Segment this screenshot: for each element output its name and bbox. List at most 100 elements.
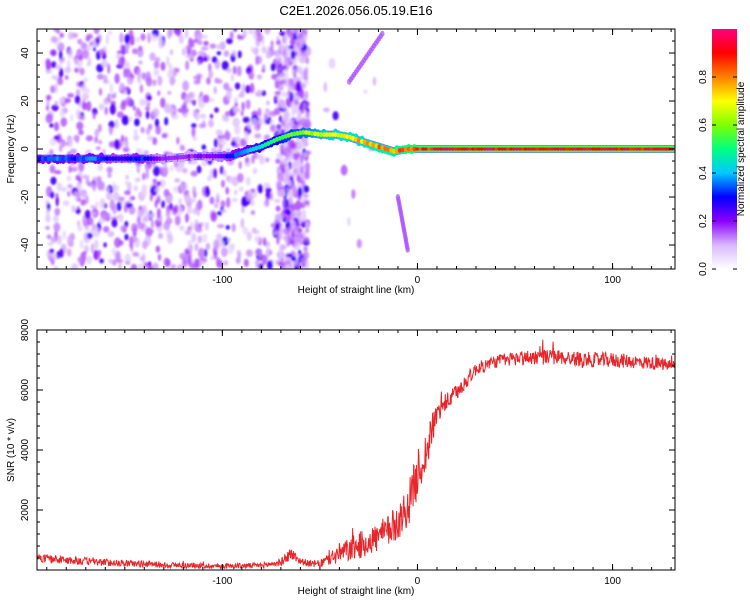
noise-blob [298, 70, 303, 75]
noise-blob [140, 187, 148, 197]
noise-blob [218, 144, 223, 149]
noise-blob [154, 199, 158, 208]
noise-blob [258, 184, 263, 194]
noise-blob [83, 232, 88, 242]
noise-blob [142, 240, 148, 250]
ridge-core [140, 156, 145, 162]
noise-blob [245, 176, 251, 186]
noise-blob [174, 215, 181, 226]
ridge-core [456, 147, 461, 151]
ridge-core [163, 156, 168, 161]
spectrogram-y-label: Frequency (Hz) [6, 115, 17, 184]
noise-blob [51, 61, 57, 69]
noise-blob [240, 110, 244, 117]
ridge-core [512, 147, 516, 151]
noise-blob [158, 179, 166, 188]
noise-blob [255, 55, 259, 66]
noise-blob [98, 123, 102, 133]
noise-blob [287, 86, 294, 91]
noise-blob [81, 92, 90, 101]
noise-blob [186, 203, 192, 209]
noise-blob [50, 36, 58, 43]
ridge-core [433, 147, 437, 151]
noise-blob [68, 165, 72, 174]
noise-blob [145, 165, 150, 172]
noise-blob [140, 33, 146, 41]
noise-blob [281, 129, 285, 134]
noise-blob [252, 30, 257, 40]
noise-blob [192, 109, 197, 118]
noise-blob [283, 56, 289, 66]
noise-blob [245, 85, 251, 94]
noise-blob [106, 166, 113, 173]
noise-blob [277, 172, 285, 182]
ridge-core [591, 147, 596, 151]
noise-blob [102, 213, 107, 221]
noise-blob [206, 77, 211, 85]
colorbar-tick-label: 0.0 [698, 262, 709, 276]
noise-blob [303, 246, 308, 252]
ridge-core [219, 153, 224, 159]
ridge-core [260, 143, 265, 149]
noise-blob [255, 258, 261, 269]
noise-blob [130, 263, 137, 269]
faint-track-point [380, 30, 385, 37]
noise-blob [209, 43, 216, 49]
noise-blob [133, 236, 138, 243]
noise-blob [254, 235, 260, 243]
noise-blob [51, 75, 59, 80]
ridge-core [588, 147, 593, 151]
noise-blob [233, 29, 237, 32]
noise-blob [302, 209, 306, 218]
noise-blob [82, 49, 90, 59]
noise-blob [222, 169, 227, 177]
noise-blob [198, 50, 205, 56]
noise-blob [221, 247, 228, 257]
noise-blob [49, 49, 57, 56]
ridge-core [55, 156, 60, 162]
noise-blob [276, 39, 281, 46]
ridge-core [175, 155, 180, 160]
noise-blob [215, 192, 220, 201]
noise-blob [284, 34, 288, 44]
noise-blob [305, 56, 310, 65]
noise-blob [190, 39, 195, 48]
snr-panel: -100 0 100 8000 6000 4000 2000 Height of stra… [6, 318, 676, 597]
noise-blob [85, 88, 90, 94]
noise-blob [53, 29, 58, 32]
ridge-core [474, 147, 478, 151]
noise-blob [51, 253, 58, 261]
noise-blob [63, 200, 70, 206]
noise-blob [103, 97, 108, 105]
noise-blob [149, 193, 153, 202]
ridge-core [409, 146, 414, 152]
noise-blob [82, 174, 90, 180]
noise-blob [209, 113, 214, 119]
noise-blob [98, 139, 103, 145]
ridge-core [558, 147, 563, 151]
noise-blob [286, 186, 290, 194]
noise-blob [47, 241, 54, 246]
noise-blob [246, 194, 252, 202]
noise-blob [53, 222, 61, 232]
noise-blob [147, 32, 151, 44]
ridge-core [67, 156, 72, 162]
noise-blob [136, 216, 141, 225]
noise-blob [66, 175, 72, 182]
noise-blob [82, 77, 89, 83]
noise-blob [251, 154, 255, 164]
noise-blob [202, 34, 208, 39]
colorbar-tick-label: 0.6 [698, 118, 709, 132]
noise-blob [49, 164, 56, 174]
ridge-core [269, 139, 274, 145]
noise-blob [276, 65, 281, 74]
ridge-core [526, 147, 531, 151]
noise-blob [242, 226, 248, 235]
noise-blob [280, 222, 284, 233]
noise-blob [270, 192, 274, 201]
noise-blob [227, 177, 233, 184]
ridge-core [181, 154, 186, 160]
noise-blob [81, 102, 88, 111]
noise-blob [237, 50, 242, 59]
noise-blob [155, 245, 161, 253]
